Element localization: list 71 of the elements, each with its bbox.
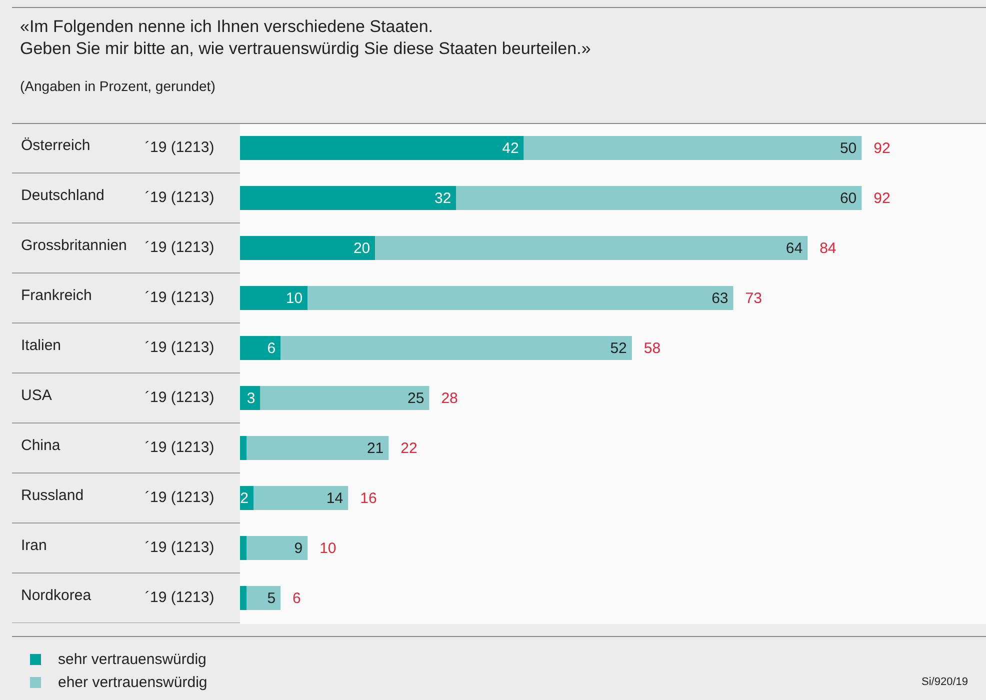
y-tick-label: Deutschland — [21, 186, 104, 204]
data-label: 52 — [610, 340, 627, 357]
data-label: 10 — [286, 290, 303, 307]
text: ´19 (1213) — [145, 438, 214, 456]
data-label: 60 — [840, 190, 857, 207]
y-tick-label: USA — [21, 386, 52, 404]
total-label: 92 — [874, 140, 890, 157]
data-label: 5 — [267, 590, 276, 607]
total-label: 10 — [320, 540, 336, 557]
data-label: 20 — [353, 240, 370, 257]
text: ´19 (1213) — [145, 388, 214, 406]
y-tick-label: Frankreich — [21, 286, 92, 304]
bar — [254, 486, 348, 510]
text: ´19 (1213) — [145, 538, 214, 556]
bar — [240, 136, 524, 160]
bar — [240, 236, 376, 260]
bar — [246, 586, 281, 610]
total-label: 92 — [874, 190, 890, 207]
text: ´19 (1213) — [145, 188, 214, 206]
data-label: 2 — [240, 490, 249, 507]
text: Si/920/19 — [922, 676, 968, 688]
total-label: 22 — [400, 440, 418, 457]
data-label: 64 — [786, 240, 803, 257]
text: ´19 (1213) — [145, 338, 214, 356]
total-label: 16 — [360, 490, 377, 507]
data-label: 50 — [840, 140, 857, 157]
chart-title: «Im Folgenden nenne ich Ihnen verschiedene Staaten. Geben Sie mir bitte an, wie vertrauenswürdig Sie diese Staaten beurteilen.» — [20, 16, 591, 60]
text: ´19 (1213) — [145, 238, 214, 256]
bar — [240, 386, 260, 410]
data-label: 3 — [246, 390, 256, 407]
bar — [260, 386, 430, 410]
total-label: 58 — [644, 340, 661, 357]
data-label: 32 — [434, 190, 452, 207]
bar — [240, 336, 281, 360]
text: ´19 (1213) — [145, 488, 214, 506]
legend-label: sehr vertrauenswürdig — [57, 650, 208, 670]
bar — [456, 186, 862, 210]
y-tick-label: Russland — [21, 486, 84, 504]
data-label: 6 — [267, 340, 276, 357]
y-tick-label: Italien — [21, 336, 62, 354]
data-label: 42 — [502, 140, 519, 157]
data-label: 14 — [326, 490, 344, 507]
bar — [240, 286, 308, 310]
data-label: 21 — [366, 440, 384, 457]
y-tick-label: Österreich — [21, 136, 90, 154]
text: (Angaben in Prozent, gerundet) — [20, 78, 216, 94]
bar — [240, 586, 247, 610]
total-label: 73 — [745, 290, 762, 307]
bar — [240, 186, 456, 210]
bar — [246, 536, 308, 560]
bar — [524, 136, 862, 160]
bar — [308, 286, 734, 310]
text: ´19 (1213) — [145, 588, 214, 606]
bar — [246, 436, 389, 460]
legend-label: eher vertrauenswürdig — [57, 673, 208, 693]
total-label: 6 — [292, 590, 301, 607]
y-tick-label: Nordkorea — [21, 586, 92, 604]
bar — [240, 536, 247, 560]
bar — [280, 336, 632, 360]
text: ´19 (1213) — [145, 138, 214, 156]
text: ´19 (1213) — [145, 288, 214, 306]
bar — [240, 436, 247, 460]
y-tick-label: Grossbritannien — [21, 236, 127, 254]
y-tick-label: China — [21, 436, 61, 454]
data-label: 63 — [712, 290, 728, 307]
data-label: 9 — [294, 540, 303, 557]
data-label: 25 — [408, 390, 424, 407]
total-label: 84 — [820, 240, 836, 257]
total-label: 28 — [441, 390, 458, 407]
y-tick-label: Iran — [21, 536, 47, 554]
bar — [375, 236, 808, 260]
